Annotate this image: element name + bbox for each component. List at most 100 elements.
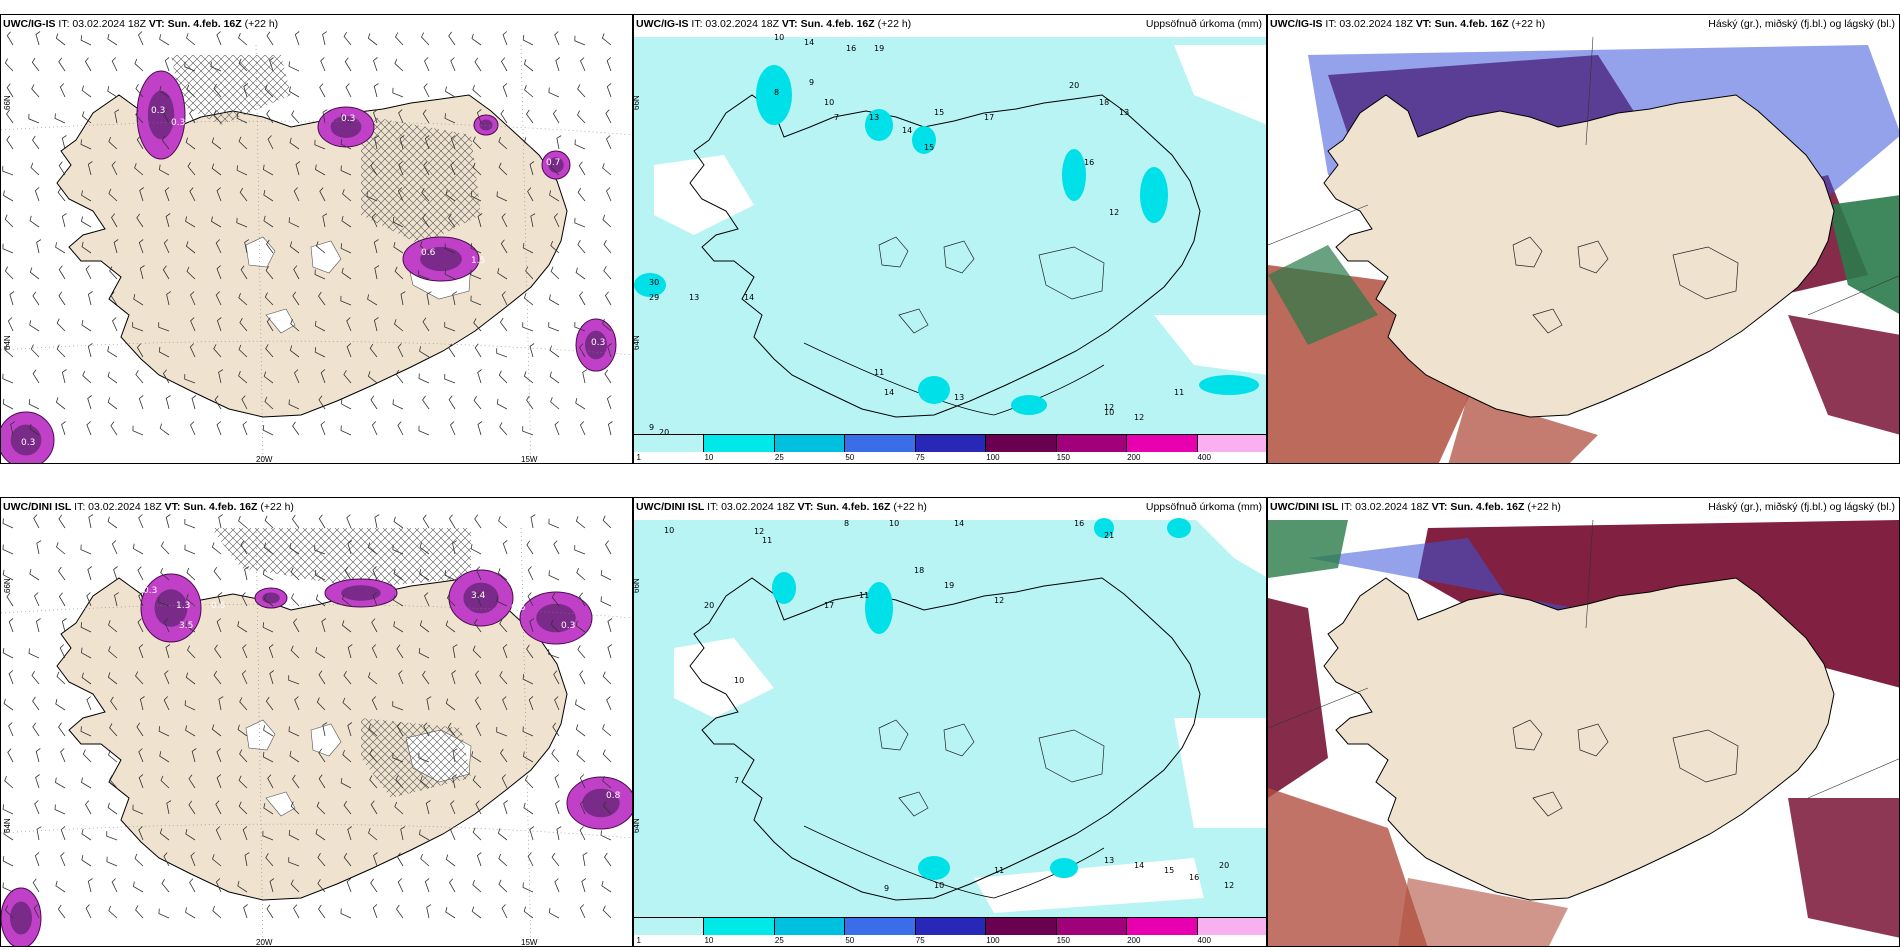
wind-barb: [574, 217, 586, 228]
wind-barb: [420, 776, 430, 789]
wind-barb: [188, 800, 196, 815]
wind-barb: [418, 648, 430, 659]
wind-barb: [110, 421, 118, 436]
graticule: [1, 44, 632, 463]
wind-barb: [606, 696, 612, 711]
wind-barb: [419, 542, 430, 555]
colorbar-tick-label: 50: [845, 453, 855, 462]
wind-barb: [236, 113, 248, 124]
wind-barb: [61, 213, 67, 228]
wind-barb: [582, 369, 588, 384]
colorbar-tick-label: 150: [1056, 936, 1071, 945]
wind-barb: [32, 369, 40, 384]
wind-barb: [501, 57, 508, 72]
wind-barb: [238, 344, 248, 358]
wind-barb: [527, 592, 534, 607]
lead-time: (+22 h): [257, 501, 294, 513]
wind-barb: [59, 644, 66, 659]
precip-value: 19: [944, 581, 954, 590]
wind-barb: [369, 775, 378, 789]
wind-barb: [81, 828, 92, 841]
wind-barb: [497, 268, 508, 280]
cloud-area: [1788, 315, 1899, 435]
snow-core: [10, 901, 32, 935]
wind-barb: [132, 543, 144, 555]
wind-barb: [237, 621, 248, 633]
precip-value: 11: [859, 591, 869, 600]
precip-value: 14: [884, 388, 894, 397]
wind-barb: [373, 109, 378, 124]
colorbar-tick-label: 50: [845, 936, 855, 945]
wind-barb: [315, 647, 326, 659]
wind-barb: [108, 136, 118, 150]
wind-barb: [579, 291, 586, 306]
wind-barb: [373, 317, 379, 332]
wind-barb: [32, 696, 40, 711]
wind-barb: [34, 800, 40, 815]
wind-barb: [6, 135, 14, 150]
wind-barb: [35, 774, 40, 789]
wind-barb: [451, 670, 456, 685]
wind-barb: [293, 265, 300, 280]
wind-barb: [35, 748, 41, 763]
wind-barb: [263, 190, 274, 202]
wind-barb: [61, 135, 67, 150]
wind-barb: [372, 904, 378, 919]
glacier-outline: [1038, 246, 1105, 300]
wind-barb: [472, 775, 482, 789]
wind-barb: [471, 751, 482, 763]
wind-barb: [34, 187, 40, 202]
wind-barb: [215, 291, 222, 306]
snow-value: 3.4: [471, 591, 486, 601]
wind-barb: [189, 109, 196, 124]
lat-label-66n: 66N: [633, 578, 641, 593]
precip-value: 12: [1134, 413, 1144, 422]
wind-barb: [185, 216, 196, 228]
wind-barb: [368, 723, 378, 737]
wind-barb: [163, 852, 170, 867]
wind-barb: [574, 139, 586, 150]
precip-area: [918, 856, 950, 880]
wind-barb: [366, 191, 378, 202]
wind-barb: [8, 670, 14, 685]
wind-barb: [606, 135, 612, 150]
wind-barb: [267, 774, 274, 789]
wind-barb: [28, 648, 40, 659]
wind-barb: [551, 748, 560, 763]
colorbar-tick-label: 150: [1056, 453, 1071, 462]
wind-barb: [344, 566, 352, 581]
precip-area: [865, 582, 893, 634]
snow-value: 0.7: [546, 158, 560, 168]
precip-value: 30: [649, 278, 659, 287]
wind-barb: [188, 774, 196, 789]
glacier-outline: [1672, 246, 1739, 300]
map-clouds: [1268, 519, 1899, 946]
wind-barb: [523, 137, 534, 150]
colorbar-segment: [1197, 918, 1266, 935]
wind-barb: [470, 243, 482, 254]
wind-barb: [243, 83, 249, 98]
wind-barb: [262, 622, 274, 633]
precip-value: 15: [924, 143, 934, 152]
wind-barb: [80, 35, 92, 46]
wind-barb: [576, 567, 586, 581]
colorbar-tick-label: 200: [1127, 936, 1141, 945]
wind-barb: [236, 217, 248, 228]
wind-barb: [498, 370, 508, 384]
precip-value: 20: [1219, 861, 1229, 870]
precip-value: 11: [1174, 388, 1184, 397]
wind-barb: [474, 618, 482, 633]
wind-barb: [576, 749, 586, 763]
wind-barb: [606, 83, 612, 98]
wind-barb: [314, 139, 326, 150]
wind-barb: [239, 697, 248, 711]
wind-barb: [502, 540, 508, 555]
wind-barb: [267, 135, 274, 150]
wind-barb: [317, 852, 326, 867]
wind-barb: [263, 371, 274, 384]
wind-barb: [238, 58, 248, 72]
wind-barb: [107, 86, 118, 98]
wind-barb: [160, 541, 170, 555]
wind-barb: [317, 879, 326, 893]
wind-barb: [55, 397, 66, 410]
